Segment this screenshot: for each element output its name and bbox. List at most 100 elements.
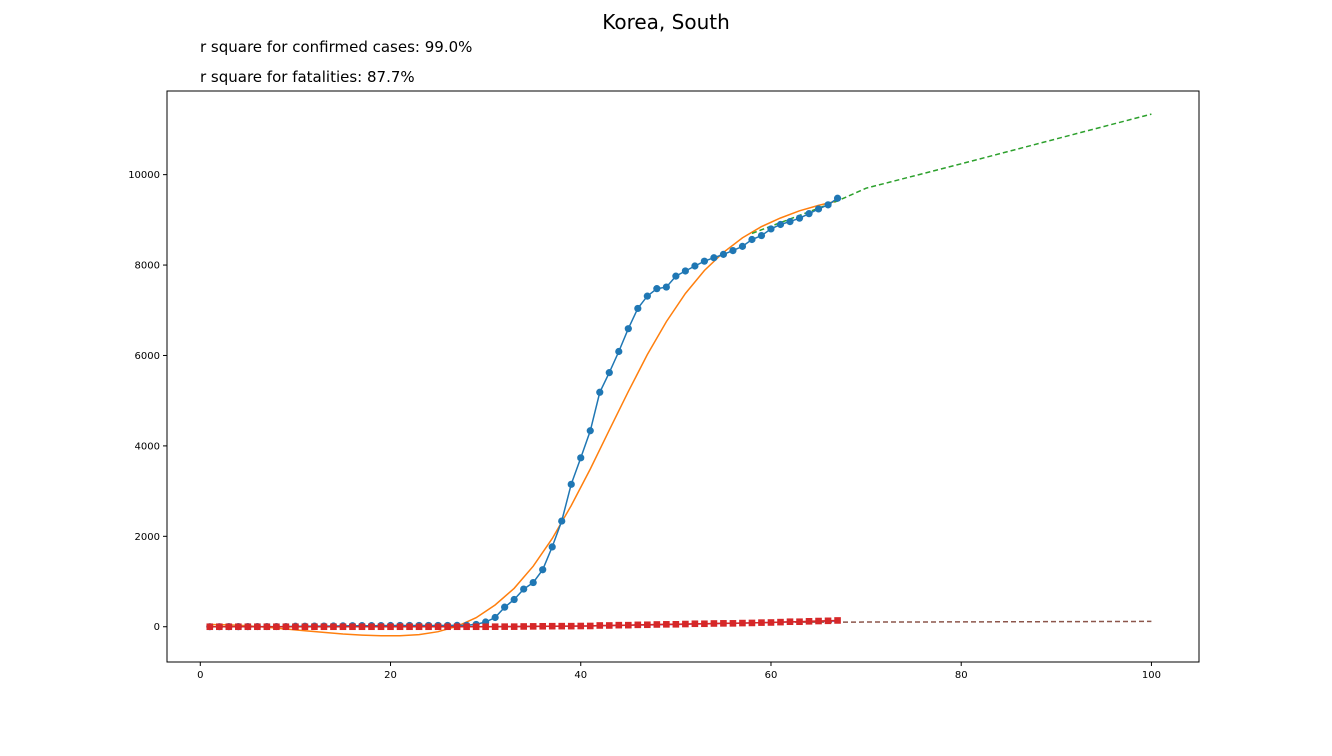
fatalities-data-point (539, 622, 547, 630)
fatalities-data-point (292, 623, 299, 631)
y-tick-label: 10000 (128, 170, 160, 181)
fatalities-data-point (453, 623, 461, 631)
fatalities-data-point (406, 623, 413, 631)
fatalities-data-point (263, 623, 271, 631)
fatalities-data-point (577, 622, 585, 630)
fatalities-data-point (729, 620, 737, 627)
confirmed-data-point (738, 242, 747, 250)
confirmed-data-point (833, 194, 842, 202)
fatalities-data-point (586, 622, 594, 630)
confirmed-data-point (643, 292, 651, 300)
x-tick-label: 100 (1142, 670, 1161, 681)
confirmed-data-point (615, 347, 623, 356)
fatalities-data-point (225, 623, 233, 631)
fatalities-data-point (605, 622, 613, 629)
fatalities-data-point (710, 620, 718, 627)
confirmed-data-point (624, 325, 632, 333)
fatalities-data-point (748, 619, 756, 627)
fatalities-data-point (558, 622, 566, 630)
confirmed-data-point (776, 220, 785, 229)
fatalities-data-point (444, 623, 451, 631)
confirmed-r-square-annotation: r square for confirmed cases: 99.0% (200, 38, 473, 56)
fatalities-data-point (720, 620, 727, 627)
fatalities-data-point (368, 623, 375, 631)
confirmed-data-point (491, 613, 499, 622)
fatalities-data-point (644, 621, 651, 629)
fatalities-data-point (282, 623, 290, 631)
confirmed-data-point (786, 218, 794, 226)
confirmed-data-point (805, 210, 813, 218)
confirmed-data-point (586, 427, 594, 435)
fatalities-data-point (739, 619, 746, 627)
fatalities-data-point (529, 623, 537, 630)
confirmed-data-point (520, 585, 528, 593)
confirmed-data-point (653, 285, 661, 293)
y-tick-label: 2000 (135, 532, 160, 543)
confirmed-data-point (710, 254, 718, 262)
fatalities-data-point (387, 623, 394, 631)
confirmed-data-point (510, 595, 518, 604)
fatalities-data-point (320, 623, 328, 631)
fatalities-data-point (567, 622, 575, 630)
fatalities-data-point (216, 623, 223, 631)
fatalities-data-point (396, 623, 404, 631)
fatalities-data-point (339, 623, 347, 631)
fatalities-r-square-annotation: r square for fatalities: 87.7% (200, 68, 415, 86)
fatalities-data-point (625, 621, 632, 629)
confirmed-data-point (548, 543, 556, 551)
confirmed-data-point (596, 388, 604, 396)
fatalities-data-point (377, 623, 385, 631)
fatalities-data-point (796, 618, 803, 626)
fatalities-data-point (663, 621, 670, 628)
fatalities-data-point (653, 621, 661, 628)
confirmed-data-point (672, 272, 680, 280)
fatalities-data-point (701, 620, 708, 628)
fatalities-data-point (425, 623, 432, 631)
x-tick-label: 40 (574, 670, 587, 681)
fatalities-data-point (777, 618, 784, 626)
fatalities-data-point (805, 618, 813, 625)
fatalities-data-point (672, 620, 680, 628)
confirmed-data-point (567, 480, 575, 488)
fatalities-data-point (758, 619, 765, 626)
confirmed-data-point (605, 369, 613, 377)
confirmed-data-point (529, 578, 537, 587)
fatalities-data-point (691, 620, 699, 628)
fatalities-data-point (786, 618, 794, 626)
fatalities-data-point (330, 623, 337, 631)
fatalities-data-point (482, 623, 489, 631)
confirmed-data-point (824, 201, 832, 209)
fatalities-data-point (682, 620, 689, 628)
confirmed-data-point (814, 205, 823, 213)
confirmed-data-point (767, 225, 775, 233)
fatalities-data-point (311, 623, 318, 631)
confirmed-data-point (691, 262, 699, 270)
confirmed-data-point (539, 566, 547, 574)
chart-title: Korea, South (602, 10, 730, 34)
x-tick-label: 80 (955, 670, 968, 681)
confirmed-data-point (700, 257, 709, 265)
fatalities-data-point (415, 623, 423, 631)
fatalities-data-point (596, 622, 604, 629)
fatalities-data-point (634, 621, 642, 629)
fatalities-data-point (510, 623, 518, 630)
x-tick-label: 60 (765, 670, 778, 681)
fatalities-data-point (520, 623, 527, 630)
fatalities-data-point (206, 623, 214, 631)
fatalities-data-point (273, 623, 280, 631)
confirmed-data-point (748, 235, 756, 244)
fatalities-data-point (301, 623, 309, 631)
y-tick-label: 8000 (135, 261, 160, 272)
confirmed-data-point (501, 603, 509, 611)
x-tick-label: 0 (197, 670, 203, 681)
fatalities-data-point (834, 617, 841, 624)
confirmed-series-line (209, 197, 839, 628)
y-tick-label: 4000 (135, 441, 160, 452)
axes-frame (166, 90, 1200, 663)
confirmed-fit-series-line (209, 200, 838, 637)
fatalities-data-point (815, 617, 822, 625)
confirmed-data-point (729, 246, 737, 255)
fatalities-data-point (615, 621, 623, 629)
